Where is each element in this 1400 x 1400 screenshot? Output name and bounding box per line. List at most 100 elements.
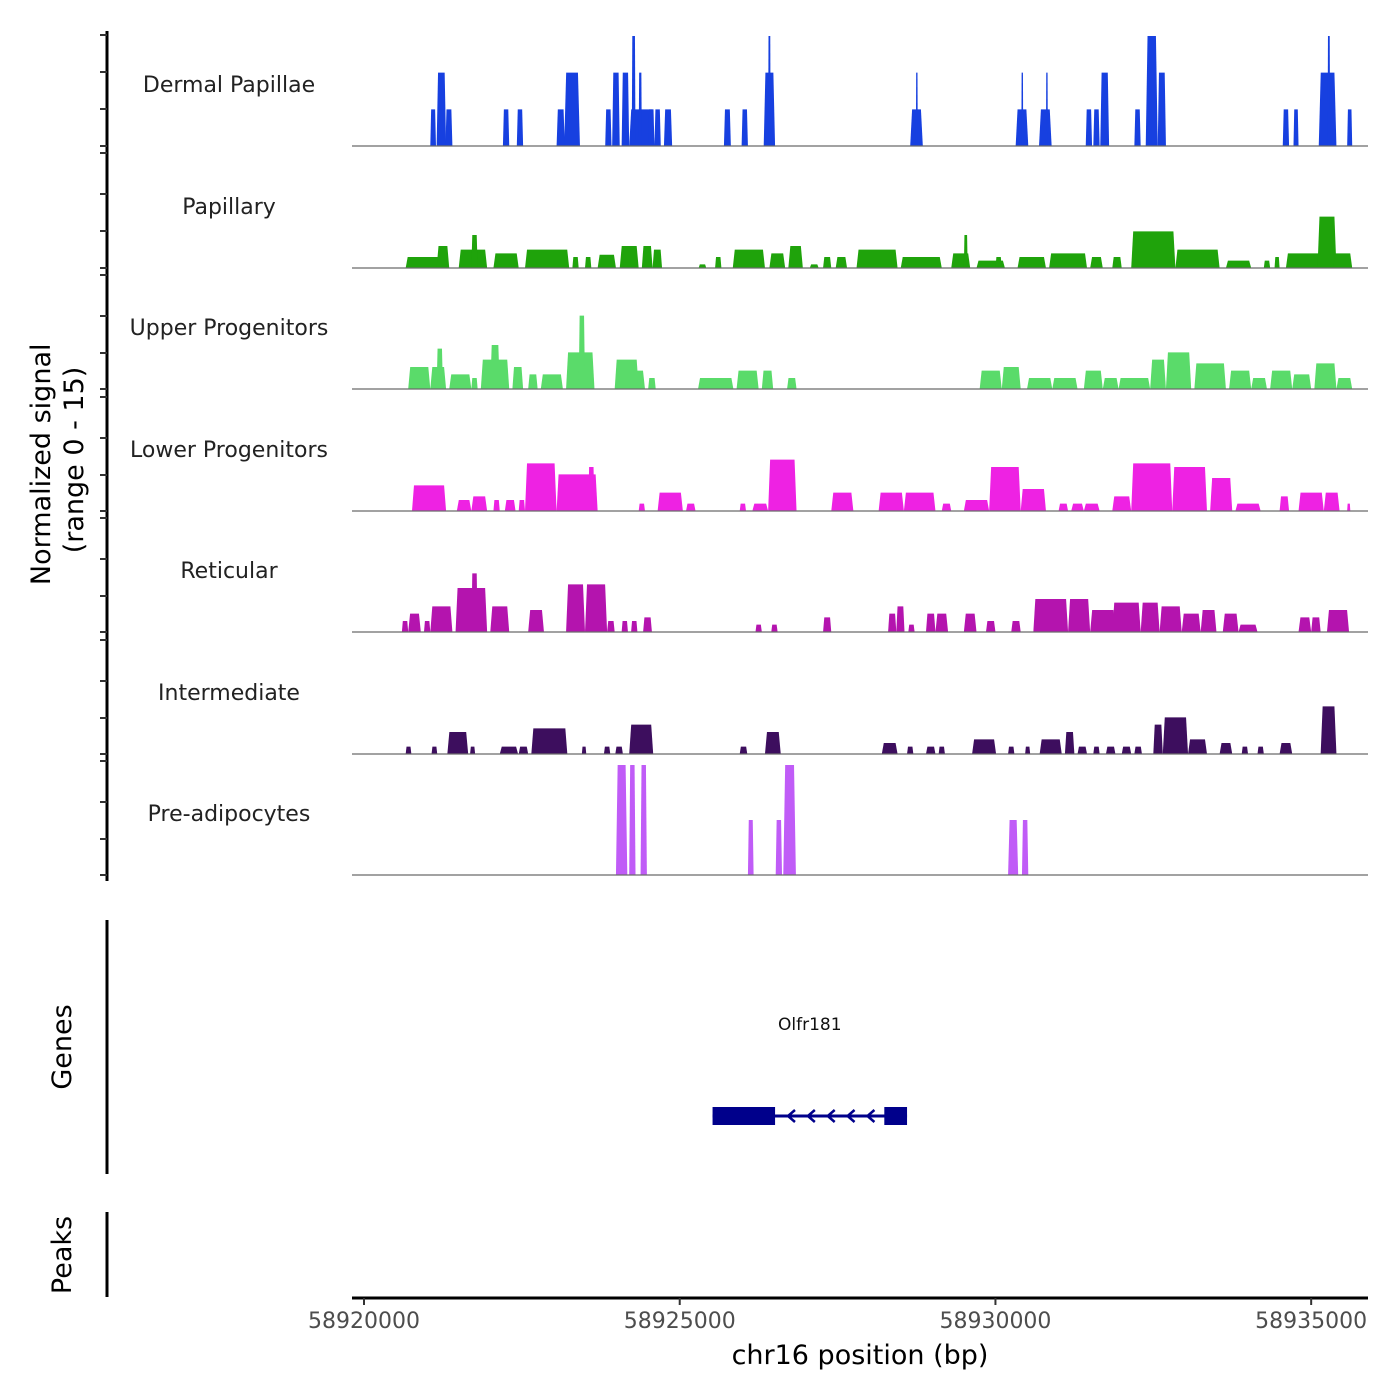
signal-peak xyxy=(605,109,612,146)
signal-peak xyxy=(1274,257,1280,268)
signal-peak xyxy=(518,500,526,511)
signal-peak xyxy=(490,345,500,389)
signal-peak xyxy=(648,109,655,146)
signal-peak xyxy=(1318,72,1337,146)
signal-y-axis-label-line-2: (range 0 - 15) xyxy=(59,367,90,554)
signal-peak xyxy=(663,109,673,146)
strand-arrow-icon xyxy=(805,1109,816,1123)
signal-y-axis-label: Normalized signal (range 0 - 15) xyxy=(26,335,90,585)
signal-peak xyxy=(643,617,652,632)
signal-peak xyxy=(739,746,748,754)
signal-peak xyxy=(621,72,630,146)
signal-peak xyxy=(1263,260,1271,268)
signal-y-axis-ticks xyxy=(100,34,107,876)
signal-peak xyxy=(430,109,436,146)
track-pre-adipocytes: Pre-adipocytes xyxy=(148,765,1368,876)
gene-exon xyxy=(884,1107,908,1125)
x-axis-ticks: 58920000 58925000 58930000 58935000 xyxy=(308,1298,1367,1334)
signal-peak xyxy=(1347,109,1353,146)
signal-peak xyxy=(1279,496,1290,511)
signal-peak xyxy=(775,820,783,875)
signal-peak xyxy=(1157,72,1166,146)
signal-peak xyxy=(436,348,443,389)
signal-peak xyxy=(881,743,898,754)
signal-peak xyxy=(657,492,683,511)
strand-arrow-icon xyxy=(825,1109,836,1123)
signal-peak xyxy=(698,378,734,389)
signal-peak xyxy=(629,765,636,875)
signal-peak xyxy=(903,492,936,511)
signal-peak xyxy=(1140,602,1160,632)
signal-peak xyxy=(1001,367,1021,389)
signal-peak xyxy=(739,503,747,511)
signal-peak xyxy=(1210,478,1233,511)
signal-peak xyxy=(747,820,754,875)
signal-peak xyxy=(436,72,447,146)
signal-peak xyxy=(1058,503,1069,511)
signal-peak xyxy=(648,378,656,389)
signal-peak xyxy=(405,746,412,754)
signal-peak xyxy=(1285,253,1321,268)
signal-peak xyxy=(1131,231,1176,268)
signal-peak xyxy=(1153,724,1163,754)
signal-peak xyxy=(764,732,781,754)
signal-peak xyxy=(1077,746,1088,754)
signal-peak xyxy=(1165,352,1192,389)
signal-peak xyxy=(615,765,628,875)
signal-peak xyxy=(1298,492,1324,511)
signal-peak xyxy=(455,588,488,632)
signal-peak xyxy=(1257,746,1264,754)
track-dermal-papillae: Dermal Papillae xyxy=(143,36,1368,147)
signal-peak xyxy=(732,249,765,268)
signal-peak xyxy=(430,606,453,632)
signal-peak xyxy=(1219,743,1233,754)
signal-peak xyxy=(835,257,848,268)
signal-peak xyxy=(1159,606,1182,632)
signal-peak xyxy=(652,249,663,268)
signal-peak xyxy=(445,109,453,146)
signal-peak xyxy=(447,732,469,754)
signal-peak xyxy=(607,621,615,632)
signal-peak xyxy=(1293,109,1299,146)
signal-peak xyxy=(588,467,595,511)
signal-peak xyxy=(566,584,586,632)
signal-peak xyxy=(1093,109,1100,146)
signal-peak xyxy=(686,503,696,511)
signal-peak xyxy=(564,72,580,146)
signal-peak xyxy=(1292,374,1312,389)
signal-peak xyxy=(736,370,759,389)
signal-peak xyxy=(531,728,568,754)
signal-peak xyxy=(1105,746,1116,754)
signal-peak xyxy=(1311,617,1321,632)
signal-peak xyxy=(1020,489,1046,511)
signal-peak xyxy=(1235,503,1261,511)
signal-peak xyxy=(1270,370,1293,389)
signal-peak xyxy=(1071,503,1084,511)
signal-peak xyxy=(556,474,598,511)
signal-peak xyxy=(963,613,977,632)
signal-peak xyxy=(1172,467,1207,511)
signal-peak xyxy=(629,724,654,754)
signal-peak xyxy=(1085,109,1093,146)
signal-peak xyxy=(619,246,639,268)
signal-peak xyxy=(963,500,990,511)
signal-peak xyxy=(1052,378,1078,389)
track-label: Dermal Papillae xyxy=(143,73,315,98)
track-papillary: Papillary xyxy=(182,195,1368,269)
signal-peak xyxy=(1021,820,1029,875)
signal-peak xyxy=(925,613,936,632)
signal-peak xyxy=(578,315,586,389)
signal-peak xyxy=(597,254,616,268)
signal-peak xyxy=(615,746,623,754)
x-tick-label: 58925000 xyxy=(624,1309,736,1334)
signal-peak xyxy=(1347,503,1351,511)
signal-peak xyxy=(585,257,592,268)
signal-peak xyxy=(612,72,620,146)
signal-peak xyxy=(1039,109,1052,146)
signal-peak xyxy=(896,606,905,632)
signal-peak xyxy=(1068,599,1091,632)
signal-peak xyxy=(1112,496,1132,511)
signal-peak xyxy=(654,109,661,146)
genes-track: Olfr181 xyxy=(712,1015,908,1125)
signal-peak xyxy=(629,109,655,146)
